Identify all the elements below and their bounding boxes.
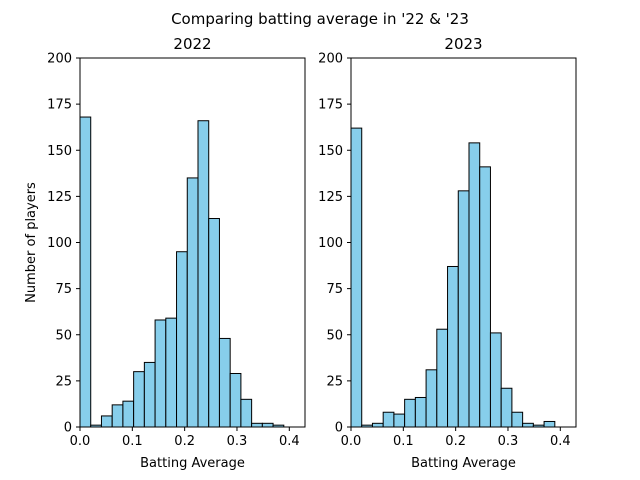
y-axis: 0 25 50 75 100 125 150 175 200 (318, 52, 351, 436)
y-tick-label: 25 (55, 374, 72, 389)
histogram-bar (122, 400, 135, 428)
y-tick-label: 125 (47, 190, 72, 205)
histogram-bar (111, 404, 124, 428)
y-tick-label: 100 (47, 236, 72, 251)
y-tick-label: 75 (326, 282, 343, 297)
y-tick-label: 50 (326, 328, 343, 343)
histogram-bar (218, 337, 231, 428)
histogram-bar (133, 371, 145, 428)
subplot-1: 0.0 0.1 0.2 0.3 0.4 0 25 50 75 100 125 150 175 200 202… (24, 35, 306, 471)
y-axis-label: Number of players (24, 182, 39, 303)
histogram-bar (511, 411, 524, 428)
histogram-bar (522, 422, 534, 428)
y-tick-label: 0 (64, 421, 72, 436)
subplots: 0.0 0.1 0.2 0.3 0.4 0 25 50 75 100 125 150 175 200 202… (24, 35, 577, 471)
y-tick-label: 200 (47, 52, 72, 67)
x-tick-label: 0.3 (227, 434, 248, 449)
x-tick-label: 0.1 (122, 434, 143, 449)
histogram-bar (251, 422, 263, 428)
histogram-bar (543, 420, 556, 428)
subplot-title: 2023 (444, 35, 482, 53)
histogram-bar (229, 372, 242, 428)
histogram-bar (436, 328, 449, 428)
histogram-bar (500, 387, 513, 428)
histogram-bar (371, 422, 384, 428)
histogram-bar (186, 177, 199, 428)
y-axis: 0 25 50 75 100 125 150 175 200 (47, 52, 80, 436)
x-tick-label: 0.2 (174, 434, 195, 449)
histogram-bar (447, 265, 459, 428)
x-axis-label: Batting Average (140, 456, 245, 471)
x-tick-label: 0.4 (279, 434, 300, 449)
histogram-bar (154, 319, 167, 428)
x-tick-label: 0.3 (498, 434, 519, 449)
x-tick-label: 0.0 (341, 434, 362, 449)
histogram-bar (240, 398, 253, 428)
histogram-bar (489, 332, 502, 428)
histogram-bar (382, 411, 395, 428)
bars (79, 116, 285, 428)
y-tick-label: 175 (47, 98, 72, 113)
y-tick-label: 175 (318, 98, 343, 113)
x-tick-label: 0.2 (445, 434, 466, 449)
x-axis: 0.0 0.1 0.2 0.3 0.4 (70, 427, 300, 449)
histogram-bar (350, 127, 363, 428)
x-tick-label: 0.1 (393, 434, 414, 449)
x-axis: 0.0 0.1 0.2 0.3 0.4 (341, 427, 571, 449)
y-tick-label: 0 (335, 421, 343, 436)
histogram-bar (393, 413, 406, 428)
x-tick-label: 0.0 (70, 434, 91, 449)
y-tick-label: 200 (318, 52, 343, 67)
histogram-bar (100, 415, 113, 428)
subplot-2: 0.0 0.1 0.2 0.3 0.4 0 25 50 75 100 125 150 175 200 202… (318, 35, 577, 471)
y-tick-label: 100 (318, 236, 343, 251)
bars (350, 127, 556, 428)
histogram-bar (176, 251, 188, 428)
y-tick-label: 125 (318, 190, 343, 205)
y-tick-label: 25 (326, 374, 343, 389)
y-tick-label: 150 (47, 144, 72, 159)
histogram-bar (468, 142, 481, 428)
histogram-bar (414, 396, 427, 428)
histogram-bar (425, 369, 438, 428)
histogram-bar (197, 120, 210, 428)
histogram-bar (208, 218, 220, 428)
histogram-bar (165, 317, 178, 428)
y-tick-label: 75 (55, 282, 72, 297)
histogram-bar (404, 398, 416, 428)
histogram-bar (457, 190, 470, 428)
subplot-title: 2022 (173, 35, 211, 53)
y-tick-label: 50 (55, 328, 72, 343)
x-axis-label: Batting Average (411, 456, 516, 471)
x-tick-label: 0.4 (550, 434, 571, 449)
y-tick-label: 150 (318, 144, 343, 159)
histogram-bar (79, 116, 92, 428)
histogram-bar (261, 422, 274, 428)
histogram-bar (479, 166, 491, 428)
histogram-bar (143, 361, 156, 428)
figure-suptitle: Comparing batting average in '22 & '23 (171, 10, 469, 28)
